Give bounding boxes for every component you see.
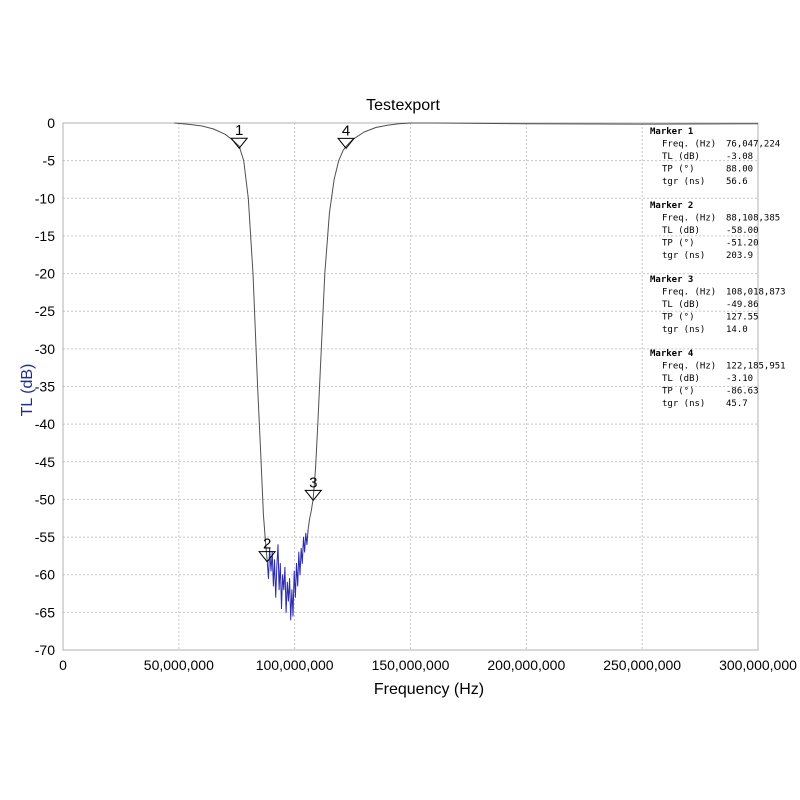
x-tick-label: 200,000,000 xyxy=(487,657,565,673)
x-tick-label: 0 xyxy=(59,657,67,673)
series-line-3 xyxy=(307,122,759,530)
marker-label: 4 xyxy=(342,122,350,139)
marker-info-key: Freq. (Hz) xyxy=(662,140,716,150)
marker-triangle xyxy=(337,137,356,150)
marker-1: 1 xyxy=(230,122,249,149)
marker-triangle xyxy=(304,489,323,502)
y-tick-label: -10 xyxy=(35,190,55,206)
marker-info-key: TL (dB) xyxy=(662,374,700,384)
marker-info-value: -86.63 xyxy=(726,387,759,397)
y-tick-label: -20 xyxy=(35,266,55,282)
marker-info-block: Marker 4 Freq. (Hz) 122,185,951 TL (dB) -3.1… xyxy=(650,349,786,409)
marker-info-key: TL (dB) xyxy=(662,300,700,310)
y-tick-label: -35 xyxy=(35,379,55,395)
marker-info-value: 56.6 xyxy=(726,177,748,187)
marker-info-title: Marker 3 xyxy=(650,275,693,285)
marker-info-value: 88.00 xyxy=(726,165,753,175)
y-tick-label: -25 xyxy=(35,303,55,319)
marker-label: 2 xyxy=(263,536,271,553)
marker-info-value: 45.7 xyxy=(726,399,748,409)
marker-4: 4 xyxy=(337,122,356,150)
marker-info-key: tgr (ns) xyxy=(662,325,705,335)
y-tick-label: -45 xyxy=(35,454,55,470)
marker-table: Marker 1 Freq. (Hz) 76,047,224 TL (dB) -3.08… xyxy=(650,127,786,409)
marker-info-key: tgr (ns) xyxy=(662,177,705,187)
y-axis-label: TL (dB) xyxy=(19,364,36,417)
y-tick-labels: 0 -5 -10 -15 -20 -25 -30 -35 -40 -45 -50 -55 -60 -65 -… xyxy=(35,115,55,658)
x-axis-label: Frequency (Hz) xyxy=(374,681,484,698)
x-tick-label: 100,000,000 xyxy=(256,657,334,673)
chart-title: Testexport xyxy=(366,97,440,114)
y-tick-label: -40 xyxy=(35,416,55,432)
marker-2: 2 xyxy=(258,536,277,563)
x-tick-label: 300,000,000 xyxy=(719,657,797,673)
marker-info-title: Marker 2 xyxy=(650,201,693,211)
x-tick-labels: 0 50,000,000 100,000,000 150,000,000 200,000… xyxy=(59,657,797,673)
marker-info-title: Marker 4 xyxy=(650,349,694,359)
y-tick-label: -50 xyxy=(35,491,55,507)
x-tick-label: 250,000,000 xyxy=(603,657,681,673)
y-tick-label: -15 xyxy=(35,228,55,244)
marker-info-value: 76,047,224 xyxy=(726,140,780,150)
marker-info-key: TL (dB) xyxy=(662,152,700,162)
marker-info-key: tgr (ns) xyxy=(662,399,705,409)
marker-info-key: TL (dB) xyxy=(662,226,700,236)
marker-info-value: 127.55 xyxy=(726,313,759,323)
marker-triangle xyxy=(258,551,277,563)
marker-info-key: Freq. (Hz) xyxy=(662,288,716,298)
y-tick-label: -30 xyxy=(35,341,55,357)
y-tick-label: -55 xyxy=(35,529,55,545)
x-tick-label: 150,000,000 xyxy=(372,657,450,673)
marker-info-key: TP (°) xyxy=(662,387,695,397)
y-tick-label: -65 xyxy=(35,604,55,620)
marker-info-key: TP (°) xyxy=(662,239,695,249)
marker-info-value: 203.9 xyxy=(726,251,753,261)
marker-info-key: Freq. (Hz) xyxy=(662,362,716,372)
marker-info-value: 108,018,873 xyxy=(726,288,786,298)
marker-label: 1 xyxy=(235,122,243,139)
marker-info-value: 122,185,951 xyxy=(726,362,786,372)
y-tick-label: 0 xyxy=(47,115,55,131)
x-tick-label: 50,000,000 xyxy=(144,657,214,673)
marker-info-block: Marker 1 Freq. (Hz) 76,047,224 TL (dB) -3.08… xyxy=(650,127,780,187)
markers: 1 2 3 4 xyxy=(230,122,356,563)
marker-3: 3 xyxy=(304,474,323,502)
series-lines xyxy=(174,122,759,621)
marker-info-key: TP (°) xyxy=(662,313,695,323)
marker-info-block: Marker 3 Freq. (Hz) 108,018,873 TL (dB) -49.… xyxy=(650,275,786,335)
marker-info-key: tgr (ns) xyxy=(662,251,705,261)
marker-info-value: -3.08 xyxy=(726,152,753,162)
marker-label: 3 xyxy=(309,474,317,491)
series-line-2 xyxy=(266,529,309,621)
marker-info-key: TP (°) xyxy=(662,165,695,175)
marker-info-value: -58.00 xyxy=(726,226,759,236)
series-line-1 xyxy=(174,122,268,560)
y-tick-label: -60 xyxy=(35,567,55,583)
marker-info-block: Marker 2 Freq. (Hz) 88,108,385 TL (dB) -58.0… xyxy=(650,201,780,261)
y-tick-label: -5 xyxy=(43,153,56,169)
marker-info-value: -3.10 xyxy=(726,374,753,384)
y-tick-label: -70 xyxy=(35,642,55,658)
marker-info-value: -49.86 xyxy=(726,300,759,310)
marker-info-value: 14.0 xyxy=(726,325,748,335)
marker-info-title: Marker 1 xyxy=(650,127,693,137)
marker-info-value: -51.20 xyxy=(726,239,759,249)
marker-info-value: 88,108,385 xyxy=(726,214,780,224)
marker-info-key: Freq. (Hz) xyxy=(662,214,716,224)
marker-triangle xyxy=(230,137,249,149)
